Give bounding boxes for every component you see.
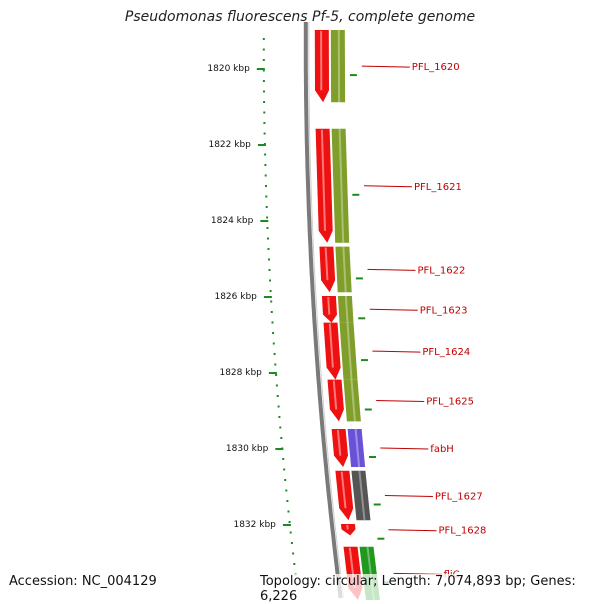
minor-tick — [263, 91, 265, 93]
label-leader — [380, 448, 428, 449]
minor-tick — [276, 385, 278, 387]
minor-tick — [273, 343, 275, 345]
minor-tick — [282, 458, 284, 460]
label-leader — [368, 269, 416, 270]
minor-tick — [269, 280, 271, 282]
minor-tick — [264, 133, 266, 135]
minor-tick — [263, 59, 265, 61]
minor-tick — [277, 395, 279, 397]
accession-text: Accession: NC_004129 — [9, 574, 157, 589]
minor-tick — [285, 490, 287, 492]
minor-tick — [283, 469, 285, 471]
minor-tick — [263, 49, 265, 51]
major-tick — [257, 68, 265, 70]
scale-ticks: 1820 kbp 1822 kbp 1824 kbp 1826 kbp 1828 kbp… — [207, 38, 298, 586]
major-tick — [260, 220, 268, 222]
minor-tick — [264, 164, 266, 166]
minor-tick — [279, 427, 281, 429]
feature-marker — [350, 74, 357, 76]
minor-tick — [280, 437, 282, 439]
label-leader — [364, 186, 412, 187]
minor-tick — [293, 563, 295, 565]
minor-tick — [265, 185, 267, 187]
gene-label-fabh[interactable]: fabH — [430, 444, 454, 455]
feature-marker — [377, 538, 384, 540]
gene-label-pfl_1621[interactable]: PFL_1621 — [414, 182, 462, 193]
minor-tick — [292, 553, 294, 555]
minor-tick — [263, 38, 265, 40]
label-leader — [362, 66, 410, 67]
minor-tick — [288, 511, 290, 513]
gene-label-pfl_1628[interactable]: PFL_1628 — [439, 526, 487, 537]
major-tick — [258, 144, 266, 146]
minor-tick — [274, 364, 276, 366]
feature-marker — [374, 504, 381, 506]
major-tick — [264, 296, 272, 298]
label-leader — [372, 351, 420, 352]
label-leader — [389, 530, 437, 531]
gene-labels: PFL_1620 PFL_1621 PFL_1622 PFL_1623 PFL_1624… — [362, 62, 487, 580]
minor-tick — [268, 248, 270, 250]
gene-arrow-shine — [347, 525, 348, 529]
minor-tick — [267, 227, 269, 229]
tick-label: 1820 kbp — [207, 64, 250, 74]
minor-tick — [289, 521, 291, 523]
gene-label-pfl_1622[interactable]: PFL_1622 — [418, 265, 466, 276]
tick-label: 1828 kbp — [219, 368, 262, 378]
minor-tick — [263, 112, 265, 114]
gene-label-pfl_1620[interactable]: PFL_1620 — [412, 62, 460, 73]
feature-marker — [369, 456, 376, 458]
tick-label: 1824 kbp — [211, 216, 254, 226]
label-leader — [376, 401, 424, 402]
minor-tick — [290, 532, 292, 534]
minor-tick — [270, 290, 272, 292]
major-tick — [269, 372, 277, 374]
minor-tick — [291, 542, 293, 544]
minor-tick — [272, 332, 274, 334]
gene-label-pfl_1623[interactable]: PFL_1623 — [420, 305, 468, 316]
minor-tick — [270, 301, 272, 303]
minor-tick — [263, 101, 265, 103]
minor-tick — [265, 196, 267, 198]
minor-tick — [263, 122, 265, 124]
tick-label: 1830 kbp — [226, 444, 269, 454]
minor-tick — [269, 269, 271, 271]
major-tick — [275, 448, 283, 450]
gene-arrow-shine — [328, 297, 329, 315]
gene-label-pfl_1625[interactable]: PFL_1625 — [426, 397, 474, 408]
genome-title: Pseudomonas fluorescens Pf-5, complete g… — [0, 9, 600, 25]
major-tick — [283, 524, 291, 526]
tick-label: 1832 kbp — [233, 520, 276, 530]
tick-label: 1822 kbp — [208, 140, 251, 150]
minor-tick — [274, 353, 276, 355]
feature-marker — [361, 359, 368, 361]
minor-tick — [286, 500, 288, 502]
label-leader — [370, 309, 418, 310]
minor-tick — [266, 217, 268, 219]
minor-tick — [268, 259, 270, 261]
minor-tick — [265, 175, 267, 177]
minor-tick — [272, 322, 274, 324]
minor-tick — [278, 406, 280, 408]
minor-tick — [264, 154, 266, 156]
minor-tick — [267, 238, 269, 240]
minor-tick — [275, 374, 277, 376]
gene-label-pfl_1624[interactable]: PFL_1624 — [422, 347, 470, 358]
tick-label: 1826 kbp — [214, 292, 257, 302]
feature-marker — [365, 409, 372, 411]
gene-label-pfl_1627[interactable]: PFL_1627 — [435, 492, 483, 503]
label-leader — [385, 496, 433, 497]
gene-features — [315, 30, 390, 600]
minor-tick — [284, 479, 286, 481]
feature-marker — [356, 277, 363, 279]
feature-marker — [352, 194, 359, 196]
minor-tick — [266, 206, 268, 208]
minor-tick — [263, 80, 265, 82]
feature-marker — [358, 317, 365, 319]
minor-tick — [278, 416, 280, 418]
minor-tick — [271, 311, 273, 313]
